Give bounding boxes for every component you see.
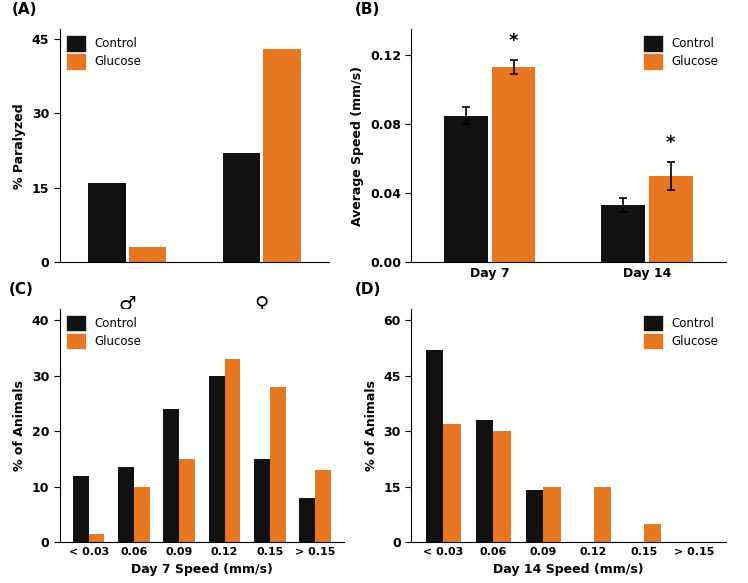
- Y-axis label: % Paralyzed: % Paralyzed: [13, 103, 26, 188]
- Bar: [129, 247, 166, 262]
- Bar: [649, 176, 693, 262]
- Bar: [263, 49, 301, 262]
- Bar: [224, 359, 241, 542]
- Bar: [544, 487, 561, 542]
- Bar: [223, 153, 260, 262]
- Bar: [180, 459, 195, 542]
- Bar: [209, 375, 224, 542]
- Text: *: *: [666, 134, 675, 152]
- Bar: [73, 476, 88, 542]
- Y-axis label: Average Speed (mm/s): Average Speed (mm/s): [352, 66, 364, 226]
- Bar: [88, 183, 126, 262]
- Bar: [526, 490, 544, 542]
- Text: (D): (D): [355, 282, 381, 297]
- Bar: [118, 467, 134, 542]
- Bar: [643, 524, 661, 542]
- Bar: [593, 487, 611, 542]
- Bar: [316, 470, 331, 542]
- Y-axis label: % of Animals: % of Animals: [13, 380, 26, 471]
- Text: (C): (C): [9, 282, 34, 297]
- Text: *: *: [509, 32, 518, 50]
- Bar: [444, 424, 461, 542]
- Bar: [270, 387, 286, 542]
- Bar: [88, 534, 105, 542]
- Text: ♀: ♀: [254, 294, 269, 314]
- Y-axis label: % of Animals: % of Animals: [365, 380, 378, 471]
- Bar: [491, 67, 536, 262]
- Bar: [426, 350, 444, 542]
- Bar: [254, 459, 270, 542]
- Bar: [601, 205, 646, 262]
- Bar: [476, 420, 494, 542]
- Legend: Control, Glucose: Control, Glucose: [66, 315, 142, 350]
- Bar: [134, 487, 150, 542]
- Legend: Control, Glucose: Control, Glucose: [66, 35, 142, 70]
- X-axis label: Day 14 Speed (mm/s): Day 14 Speed (mm/s): [493, 563, 644, 575]
- Text: ♂: ♂: [118, 294, 136, 314]
- Legend: Control, Glucose: Control, Glucose: [643, 315, 720, 350]
- Legend: Control, Glucose: Control, Glucose: [643, 35, 720, 70]
- Bar: [494, 431, 511, 542]
- Bar: [163, 409, 180, 542]
- X-axis label: Day 7 Speed (mm/s): Day 7 Speed (mm/s): [131, 563, 273, 575]
- Bar: [299, 498, 316, 542]
- Bar: [444, 115, 488, 262]
- Text: (B): (B): [355, 2, 380, 17]
- Text: (A): (A): [11, 2, 37, 17]
